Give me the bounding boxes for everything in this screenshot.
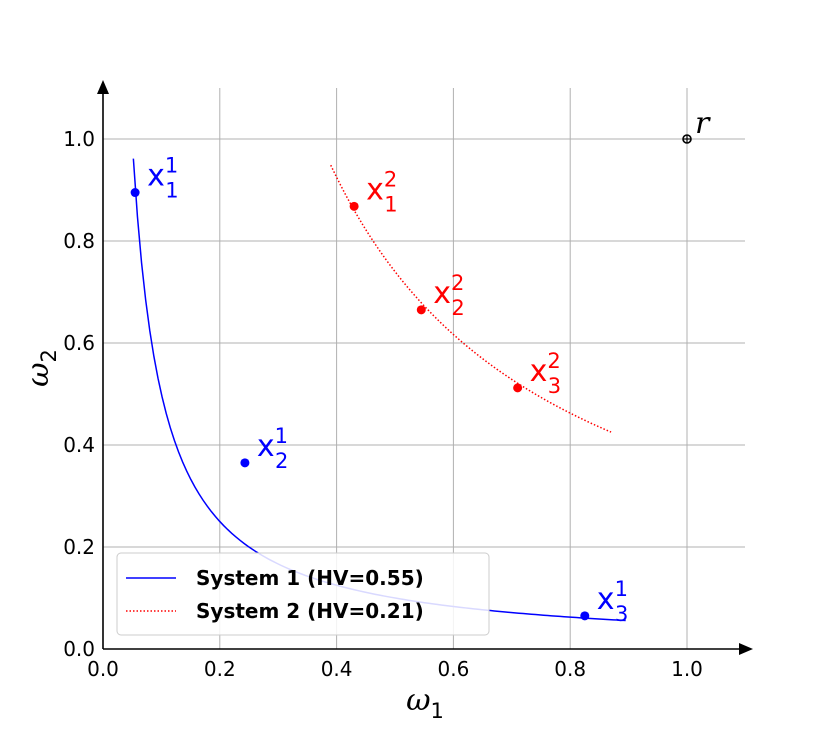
x-axis-label: ω1 xyxy=(406,683,444,723)
y-tick-label: 1.0 xyxy=(63,127,95,151)
reference-point-label: r xyxy=(695,106,711,141)
x-tick-label: 0.6 xyxy=(437,657,469,681)
data-point xyxy=(349,201,359,211)
data-point-label: x1 3 xyxy=(597,577,629,626)
legend-label-system-2: System 2 (HV=0.21) xyxy=(196,599,424,623)
data-point xyxy=(416,305,426,315)
x-tick-label: 0.0 xyxy=(87,657,119,681)
y-axis-arrow xyxy=(97,80,109,94)
data-point xyxy=(580,611,590,621)
data-point-label: x1 2 xyxy=(257,424,289,473)
data-point xyxy=(240,458,250,468)
reference-point-group: r xyxy=(682,106,711,144)
x-tick-label: 0.8 xyxy=(554,657,586,681)
data-point xyxy=(130,188,140,198)
tick-labels: 0.0 0.2 0.4 0.6 0.8 1.0 0.0 0.2 0.4 0.6 0.8 1.0 xyxy=(63,127,703,681)
x-tick-label: 1.0 xyxy=(671,657,703,681)
legend-label-system-1: System 1 (HV=0.55) xyxy=(196,566,424,590)
y-axis-label: ω2 xyxy=(21,349,61,387)
data-points: x1 1 x1 2 x1 3 x2 1 x2 2 x2 3 xyxy=(130,154,629,626)
data-point-label: x2 3 xyxy=(530,349,562,398)
data-point-label: x1 1 xyxy=(147,154,179,203)
y-tick-label: 0.4 xyxy=(63,433,95,457)
series-line-2 xyxy=(330,164,612,433)
y-tick-label: 0.6 xyxy=(63,331,95,355)
y-tick-label: 0.2 xyxy=(63,535,95,559)
legend-box xyxy=(116,552,490,636)
x-tick-label: 0.4 xyxy=(321,657,353,681)
data-point-label: x2 2 xyxy=(433,271,465,320)
data-point-label: x2 1 xyxy=(366,167,398,216)
x-axis-arrow xyxy=(739,643,753,655)
data-point xyxy=(513,383,523,393)
legend: System 1 (HV=0.55) System 2 (HV=0.21) xyxy=(116,552,490,636)
y-tick-label: 0.0 xyxy=(63,637,95,661)
axes xyxy=(97,80,753,655)
y-tick-label: 0.8 xyxy=(63,229,95,253)
x-tick-label: 0.2 xyxy=(204,657,236,681)
